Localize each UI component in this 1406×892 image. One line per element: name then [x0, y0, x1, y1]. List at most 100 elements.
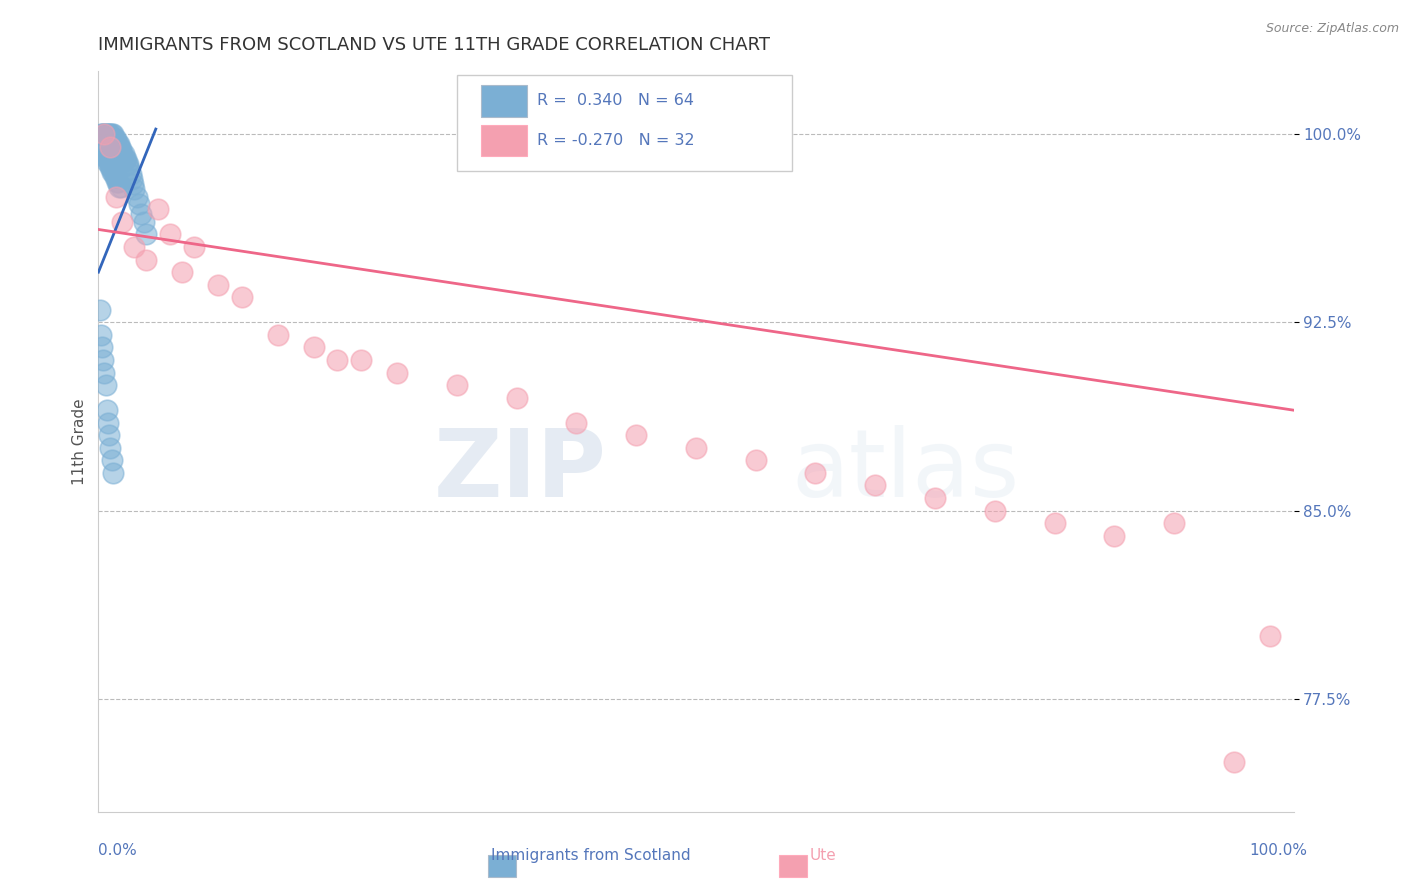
Y-axis label: 11th Grade: 11th Grade — [72, 398, 87, 485]
Point — [98, 127, 122, 141]
Point — [745, 453, 768, 467]
Point — [108, 142, 131, 156]
Point — [93, 145, 115, 159]
Text: Immigrants from Scotland: Immigrants from Scotland — [491, 848, 690, 863]
Point — [115, 152, 138, 166]
Point — [100, 160, 122, 174]
Text: 100.0%: 100.0% — [1250, 843, 1308, 858]
Point — [110, 142, 132, 156]
Point — [91, 353, 114, 368]
Point — [183, 240, 205, 254]
Point — [148, 202, 170, 217]
Text: R = -0.270   N = 32: R = -0.270 N = 32 — [537, 133, 695, 147]
Point — [96, 127, 118, 141]
Point — [1223, 755, 1246, 769]
Point — [104, 132, 127, 146]
Point — [93, 127, 115, 141]
Point — [101, 466, 124, 480]
Point — [104, 169, 127, 184]
Point — [231, 290, 253, 304]
Text: Ute: Ute — [808, 848, 837, 863]
Point — [685, 441, 707, 455]
Text: Source: ZipAtlas.com: Source: ZipAtlas.com — [1265, 22, 1399, 36]
Point — [110, 179, 132, 194]
Point — [302, 340, 325, 354]
Point — [100, 127, 122, 141]
Point — [97, 416, 120, 430]
Point — [865, 478, 887, 492]
Point — [350, 353, 373, 368]
Point — [98, 127, 121, 141]
Point — [565, 416, 588, 430]
Point — [135, 252, 157, 267]
Point — [121, 172, 143, 186]
Point — [1258, 629, 1281, 643]
Point — [97, 154, 120, 169]
Point — [924, 491, 946, 505]
Point — [105, 132, 128, 146]
Point — [89, 302, 111, 317]
Point — [385, 366, 409, 380]
Point — [91, 127, 114, 141]
Point — [89, 139, 111, 153]
Point — [128, 197, 150, 211]
Point — [125, 190, 148, 204]
Point — [124, 182, 146, 196]
FancyBboxPatch shape — [481, 125, 527, 155]
Point — [100, 453, 122, 467]
Point — [90, 327, 112, 342]
FancyBboxPatch shape — [457, 75, 792, 171]
Point — [124, 240, 146, 254]
Point — [108, 179, 131, 194]
Point — [326, 353, 349, 368]
Text: IMMIGRANTS FROM SCOTLAND VS UTE 11TH GRADE CORRELATION CHART: IMMIGRANTS FROM SCOTLAND VS UTE 11TH GRA… — [98, 36, 770, 54]
Point — [94, 150, 117, 164]
Point — [90, 127, 112, 141]
Point — [118, 162, 141, 177]
Point — [101, 165, 124, 179]
Point — [122, 178, 145, 192]
Point — [98, 160, 121, 174]
Text: R =  0.340   N = 64: R = 0.340 N = 64 — [537, 94, 695, 109]
Point — [120, 167, 142, 181]
Point — [97, 127, 120, 141]
Point — [115, 157, 138, 171]
Point — [267, 327, 290, 342]
FancyBboxPatch shape — [481, 86, 527, 117]
Point — [506, 391, 529, 405]
Point — [111, 215, 134, 229]
Point — [446, 378, 468, 392]
Point — [107, 137, 129, 152]
Text: 0.0%: 0.0% — [98, 843, 138, 858]
Point — [98, 428, 121, 442]
Point — [93, 127, 115, 141]
Point — [96, 403, 118, 417]
Point — [94, 378, 117, 392]
Point — [107, 137, 129, 152]
Point — [105, 190, 128, 204]
Point — [207, 277, 229, 292]
Point — [172, 265, 194, 279]
Point — [91, 127, 114, 141]
Point — [91, 145, 114, 159]
Point — [159, 227, 181, 242]
Point — [94, 127, 117, 141]
Point — [1104, 529, 1126, 543]
Point — [114, 152, 136, 166]
Point — [804, 466, 827, 480]
Point — [626, 428, 648, 442]
Point — [135, 227, 157, 242]
Point — [111, 147, 134, 161]
Point — [112, 147, 135, 161]
Point — [98, 441, 122, 455]
Text: atlas: atlas — [792, 425, 1019, 517]
Point — [131, 207, 153, 221]
Point — [103, 165, 125, 179]
Point — [107, 175, 129, 189]
Point — [96, 150, 118, 164]
Point — [132, 215, 155, 229]
Point — [103, 132, 125, 146]
Point — [98, 139, 122, 153]
Point — [93, 366, 115, 380]
Point — [117, 157, 139, 171]
